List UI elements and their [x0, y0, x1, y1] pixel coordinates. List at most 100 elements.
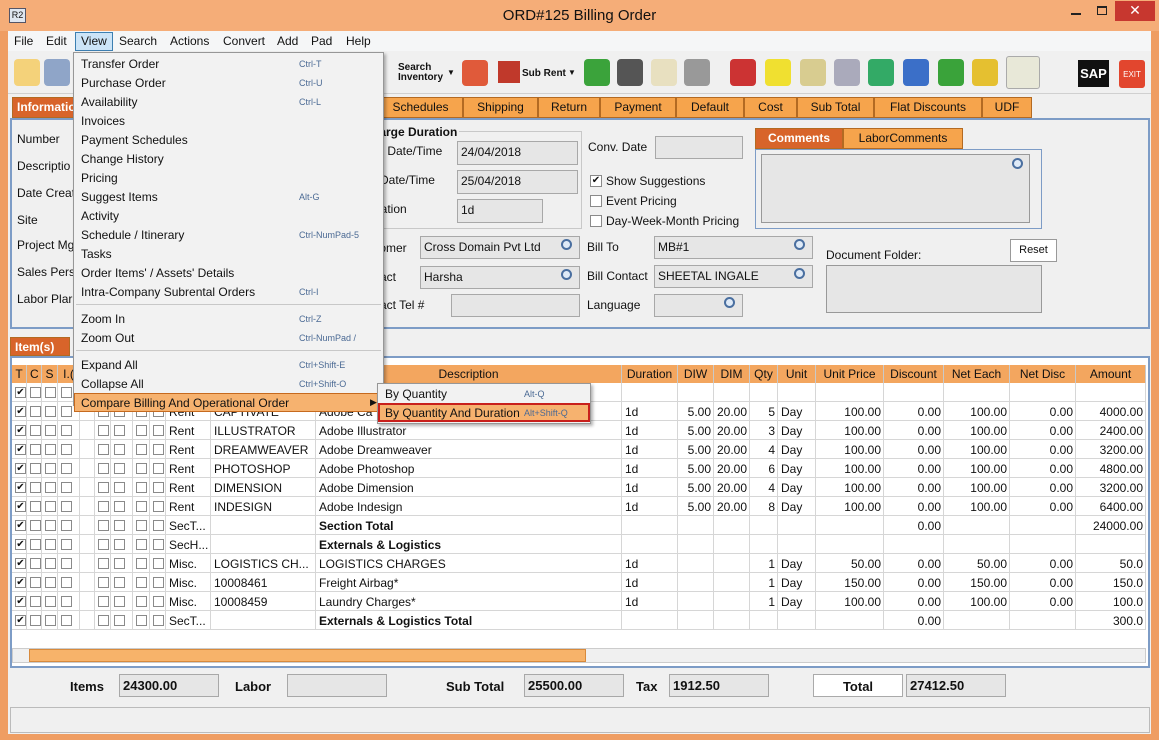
column-header[interactable]: Net Disc [1010, 365, 1076, 383]
column-header[interactable]: Unit Price [816, 365, 884, 383]
toolbar-icon[interactable] [800, 59, 826, 86]
toolbar-icon[interactable] [730, 59, 756, 86]
dropdown-arrow[interactable]: ▼ [568, 68, 576, 77]
checkbox[interactable] [136, 463, 147, 474]
checkbox[interactable] [61, 520, 72, 531]
toolbar-icon[interactable] [584, 59, 610, 86]
checkbox[interactable] [30, 558, 41, 569]
tab[interactable]: Shipping [463, 97, 538, 118]
checkbox[interactable] [45, 615, 56, 626]
reset-button[interactable]: Reset [1010, 239, 1057, 262]
text-field[interactable] [654, 294, 743, 317]
minimize-button[interactable] [1063, 1, 1089, 21]
search-icon[interactable] [794, 268, 805, 279]
dropdown-arrow[interactable]: ▼ [447, 68, 455, 77]
menu-bar-item[interactable]: Actions [170, 34, 210, 48]
menu-item[interactable] [378, 403, 590, 422]
checkbox[interactable]: ✔ [15, 520, 26, 531]
text-field[interactable]: Cross Domain Pvt Ltd [420, 236, 580, 259]
checkbox[interactable] [45, 482, 56, 493]
checkbox[interactable] [136, 539, 147, 550]
checkbox[interactable] [98, 482, 109, 493]
scrollbar-thumb[interactable] [29, 649, 586, 662]
checkbox[interactable] [136, 577, 147, 588]
text-field[interactable]: Harsha [420, 266, 580, 289]
checkbox[interactable] [61, 596, 72, 607]
tab[interactable]: Cost [744, 97, 797, 118]
checkbox[interactable] [136, 558, 147, 569]
menu-bar-item[interactable]: Edit [46, 34, 67, 48]
checkbox[interactable] [114, 596, 125, 607]
checkbox[interactable]: ✔ [15, 387, 26, 398]
checkbox[interactable] [136, 501, 147, 512]
toolbar-icon[interactable] [1006, 56, 1040, 89]
checkbox[interactable] [114, 558, 125, 569]
checkbox[interactable]: ✔ [15, 444, 26, 455]
checkbox[interactable] [61, 463, 72, 474]
toolbar-icon[interactable] [972, 59, 998, 86]
column-header[interactable]: Unit [778, 365, 816, 383]
column-header[interactable]: C [27, 365, 42, 383]
checkbox[interactable] [98, 539, 109, 550]
sap-button[interactable]: SAP [1078, 60, 1109, 87]
search-inventory-button[interactable]: Search Inventory [398, 62, 444, 83]
column-header[interactable]: Amount [1076, 365, 1146, 383]
checkbox[interactable] [30, 387, 41, 398]
checkbox[interactable] [98, 520, 109, 531]
checkbox[interactable] [98, 577, 109, 588]
checkbox[interactable] [30, 539, 41, 550]
checkbox[interactable] [98, 501, 109, 512]
checkbox[interactable] [45, 596, 56, 607]
checkbox[interactable] [61, 577, 72, 588]
checkbox[interactable] [30, 501, 41, 512]
menu-bar-item[interactable]: Add [277, 34, 299, 48]
toolbar-icon[interactable] [684, 59, 710, 86]
checkbox[interactable] [30, 406, 41, 417]
checkbox[interactable] [61, 539, 72, 550]
text-field[interactable]: 24/04/2018 [457, 141, 578, 165]
tab[interactable]: Default [676, 97, 744, 118]
search-icon[interactable] [1012, 158, 1023, 169]
tab[interactable]: Return [538, 97, 600, 118]
checkbox[interactable] [114, 463, 125, 474]
checkbox[interactable] [61, 387, 72, 398]
checkbox[interactable]: ✔ [15, 596, 26, 607]
checkbox[interactable] [153, 444, 164, 455]
checkbox[interactable] [153, 482, 164, 493]
checkbox[interactable] [30, 463, 41, 474]
checkbox[interactable] [30, 520, 41, 531]
checkbox[interactable] [153, 539, 164, 550]
toolbar-icon[interactable] [44, 59, 70, 86]
checkbox[interactable] [45, 558, 56, 569]
close-button[interactable]: ✕ [1115, 1, 1155, 21]
checkbox[interactable] [153, 596, 164, 607]
column-header[interactable]: DIW [678, 365, 714, 383]
text-field[interactable] [655, 136, 743, 159]
checkbox[interactable] [114, 539, 125, 550]
tab[interactable]: Item(s) [10, 337, 70, 356]
checkbox[interactable] [114, 577, 125, 588]
checkbox[interactable] [45, 387, 56, 398]
text-field[interactable]: MB#1 [654, 236, 813, 259]
menu-item[interactable] [74, 244, 383, 263]
search-icon[interactable] [561, 269, 572, 280]
checkbox[interactable] [61, 425, 72, 436]
tab[interactable]: Sub Total [797, 97, 874, 118]
checkbox[interactable] [61, 444, 72, 455]
toolbar-icon[interactable] [765, 59, 791, 86]
checkbox[interactable]: ✔ [15, 501, 26, 512]
checkbox[interactable] [153, 425, 164, 436]
toolbar-icon[interactable] [834, 59, 860, 86]
checkbox[interactable] [61, 615, 72, 626]
menu-bar-item[interactable]: View [75, 32, 113, 51]
checkbox[interactable] [114, 482, 125, 493]
checkbox[interactable] [61, 406, 72, 417]
toolbar-icon[interactable] [498, 61, 520, 83]
checkbox[interactable] [98, 558, 109, 569]
checkbox[interactable] [136, 482, 147, 493]
maximize-button[interactable] [1089, 1, 1115, 21]
menu-item[interactable] [74, 206, 383, 225]
text-field[interactable] [451, 294, 580, 317]
toolbar-icon[interactable] [903, 59, 929, 86]
checkbox[interactable] [114, 520, 125, 531]
